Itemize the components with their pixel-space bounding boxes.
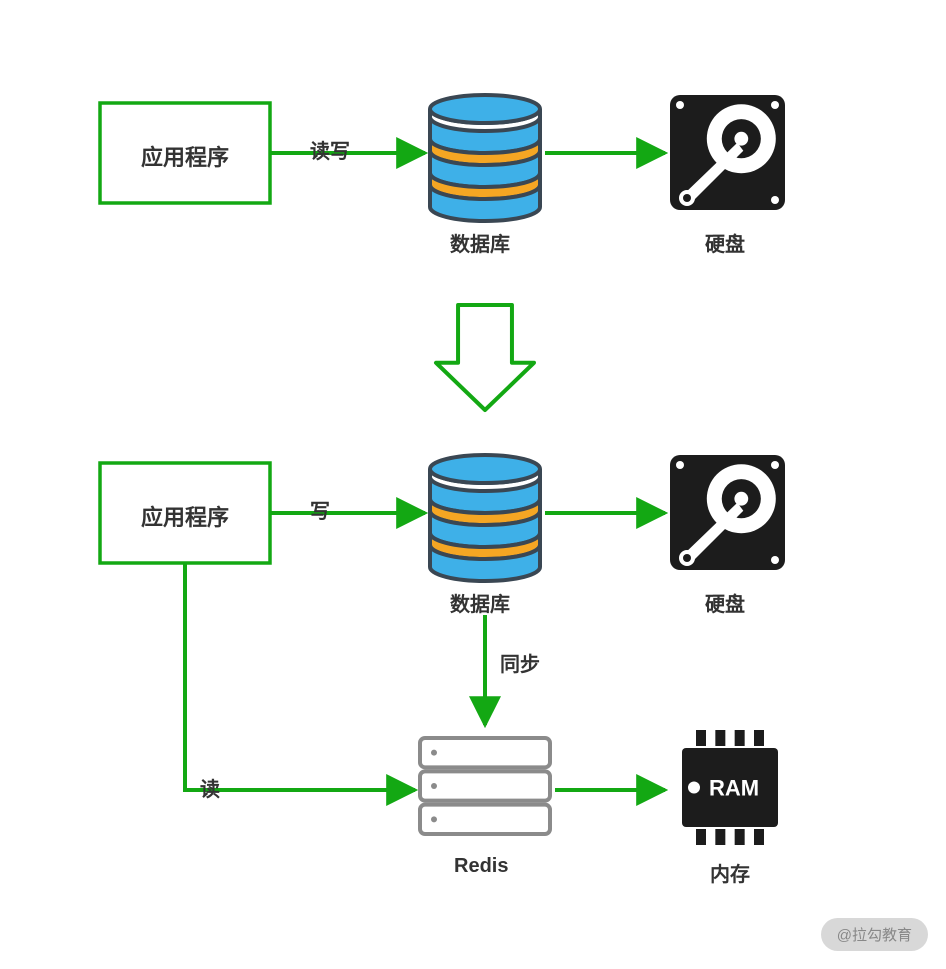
database-icon-1 [430, 95, 540, 221]
redis-label: Redis [454, 855, 508, 878]
edge-label-sync: 同步 [500, 648, 540, 677]
hdd2-label: 硬盘 [705, 588, 745, 617]
arrow-app2-redis-read [185, 563, 415, 790]
big-down-arrow [436, 305, 534, 410]
edge-label-readwrite: 读写 [310, 135, 350, 164]
watermark: @拉勾教育 [821, 918, 928, 951]
hdd1-label: 硬盘 [705, 228, 745, 257]
db1-label: 数据库 [450, 228, 510, 257]
diagram-canvas: RAM 应用程序 应用程序 读写 写 同步 读 数据库 数据库 硬盘 硬盘 Re… [0, 0, 946, 969]
redis-icon [420, 738, 550, 834]
app-box-2-label: 应用程序 [100, 500, 270, 532]
database-icon-2 [430, 455, 540, 581]
edge-label-write: 写 [310, 495, 330, 524]
app-box-1-label: 应用程序 [100, 140, 270, 172]
hdd-icon-2 [670, 455, 785, 570]
memory-label: 内存 [710, 858, 750, 887]
edge-label-read: 读 [200, 773, 220, 802]
svg-text:RAM: RAM [709, 776, 759, 801]
ram-icon: RAM [682, 730, 778, 845]
hdd-icon-1 [670, 95, 785, 210]
db2-label: 数据库 [450, 588, 510, 617]
